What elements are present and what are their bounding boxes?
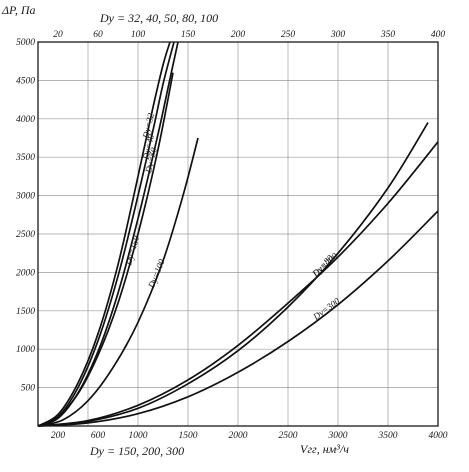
series-line: [37, 137, 199, 427]
top-tick-label: 300: [330, 30, 346, 40]
bottom-tick-label: 1500: [179, 431, 198, 441]
x-axis-title: Vгг, нм³/ч: [300, 442, 349, 456]
series-label: Dy=300: [310, 296, 341, 323]
series-label: Dy=100: [146, 257, 167, 290]
y-tick-label: 4000: [16, 115, 35, 125]
y-tick-label: 1000: [16, 345, 35, 355]
top-tick-label: 100: [131, 30, 146, 40]
bottom-tick-label: 200: [51, 431, 66, 441]
series-line: [37, 41, 171, 427]
y-tick-label: 5000: [16, 38, 35, 48]
top-tick-label: 150: [181, 30, 196, 40]
top-caption: Dy = 32, 40, 50, 80, 100: [99, 11, 218, 25]
bottom-tick-label: 3500: [378, 431, 398, 441]
series-line: [37, 72, 174, 427]
series-label: Dy=150: [123, 234, 141, 267]
top-tick-label: 20: [53, 30, 63, 40]
top-tick-label: 60: [93, 30, 103, 40]
top-tick-label: 200: [231, 30, 246, 40]
bottom-caption: Dy = 150, 200, 300: [89, 444, 184, 458]
series-line: [37, 141, 439, 427]
grid: [38, 42, 438, 426]
top-tick-label: 250: [281, 30, 296, 40]
bottom-tick-label: 4000: [429, 431, 448, 441]
bottom-tick-label: 1000: [129, 431, 148, 441]
series-line: [37, 122, 429, 427]
y-tick-label: 3500: [15, 153, 35, 163]
y-tick-label: 500: [21, 384, 36, 394]
y-tick-label: 2500: [16, 230, 35, 240]
y-tick-labels: 500 1000 1500 2000 2500 3000 3500 4000 4500 5000: [15, 38, 35, 394]
bottom-tick-label: 2000: [229, 431, 248, 441]
bottom-tick-labels: 200 600 1000 1500 2000 2500 3000 3500 4000: [51, 431, 448, 441]
y-tick-label: 3000: [15, 192, 35, 202]
bottom-tick-label: 2500: [279, 431, 298, 441]
top-tick-labels: 20 60 100 150 200 250 300 350 400: [53, 30, 445, 40]
plot-frame: [37, 41, 439, 427]
y-tick-label: 2000: [16, 268, 35, 278]
bottom-tick-label: 3000: [328, 431, 348, 441]
y-tick-label: 1500: [16, 307, 35, 317]
series-line: [37, 41, 175, 427]
bottom-tick-label: 600: [91, 431, 106, 441]
top-tick-label: 400: [431, 30, 446, 40]
y-axis-title: ΔP, Па: [1, 3, 36, 17]
top-tick-label: 350: [380, 30, 396, 40]
series-line: [37, 210, 439, 427]
y-tick-label: 4500: [16, 76, 35, 86]
